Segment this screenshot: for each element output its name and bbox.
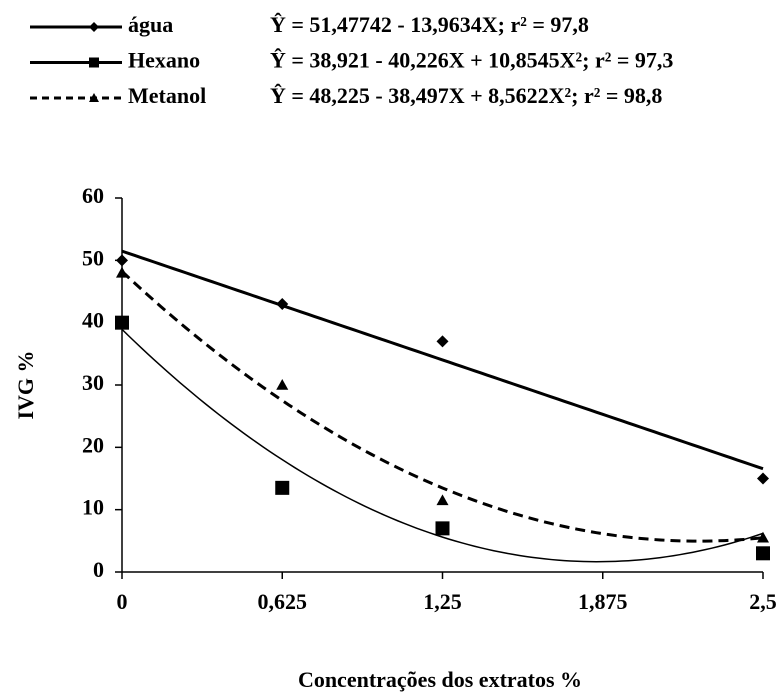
data-point <box>276 379 289 390</box>
data-point <box>436 494 449 506</box>
data-point <box>275 480 290 495</box>
data-point <box>436 335 449 348</box>
legend-marker <box>89 57 99 68</box>
y-axis-label: IVG % <box>13 350 38 419</box>
data-point <box>115 315 129 330</box>
y-tick-label: 60 <box>82 183 104 208</box>
x-tick-label: 1,25 <box>423 589 462 614</box>
x-tick-label: 1,875 <box>578 589 628 614</box>
legend-marker <box>89 93 99 102</box>
x-axis-label: Concentrações dos extratos % <box>298 667 582 692</box>
data-point <box>435 521 450 536</box>
y-tick-label: 40 <box>82 308 104 333</box>
legend-equation: Ŷ = 38,921 - 40,226X + 10,8545X²; r² = 9… <box>270 48 673 73</box>
fit-curve <box>120 270 764 543</box>
fit-curve <box>121 328 764 563</box>
x-tick-label: 2,5 <box>749 589 777 614</box>
data-point <box>276 297 289 310</box>
data-point <box>116 254 128 267</box>
y-tick-label: 50 <box>82 245 104 270</box>
legend-label: Metanol <box>128 83 206 108</box>
legend-equation: Ŷ = 48,225 - 38,497X + 8,5622X²; r² = 98… <box>270 83 662 108</box>
data-point <box>757 472 769 485</box>
data-point <box>757 531 769 543</box>
legend-label: Hexano <box>128 48 200 73</box>
fit-curve <box>121 249 764 471</box>
x-tick-label: 0,625 <box>258 589 308 614</box>
data-point <box>756 546 770 561</box>
legend-marker <box>89 22 99 32</box>
y-tick-label: 0 <box>93 557 104 582</box>
y-tick-label: 20 <box>82 432 104 457</box>
legend-label: água <box>128 12 173 37</box>
legend-equation: Ŷ = 51,47742 - 13,9634X; r² = 97,8 <box>270 12 589 37</box>
y-tick-label: 10 <box>82 495 104 520</box>
x-tick-label: 0 <box>117 589 128 614</box>
data-point <box>116 266 128 278</box>
y-tick-label: 30 <box>82 370 104 395</box>
